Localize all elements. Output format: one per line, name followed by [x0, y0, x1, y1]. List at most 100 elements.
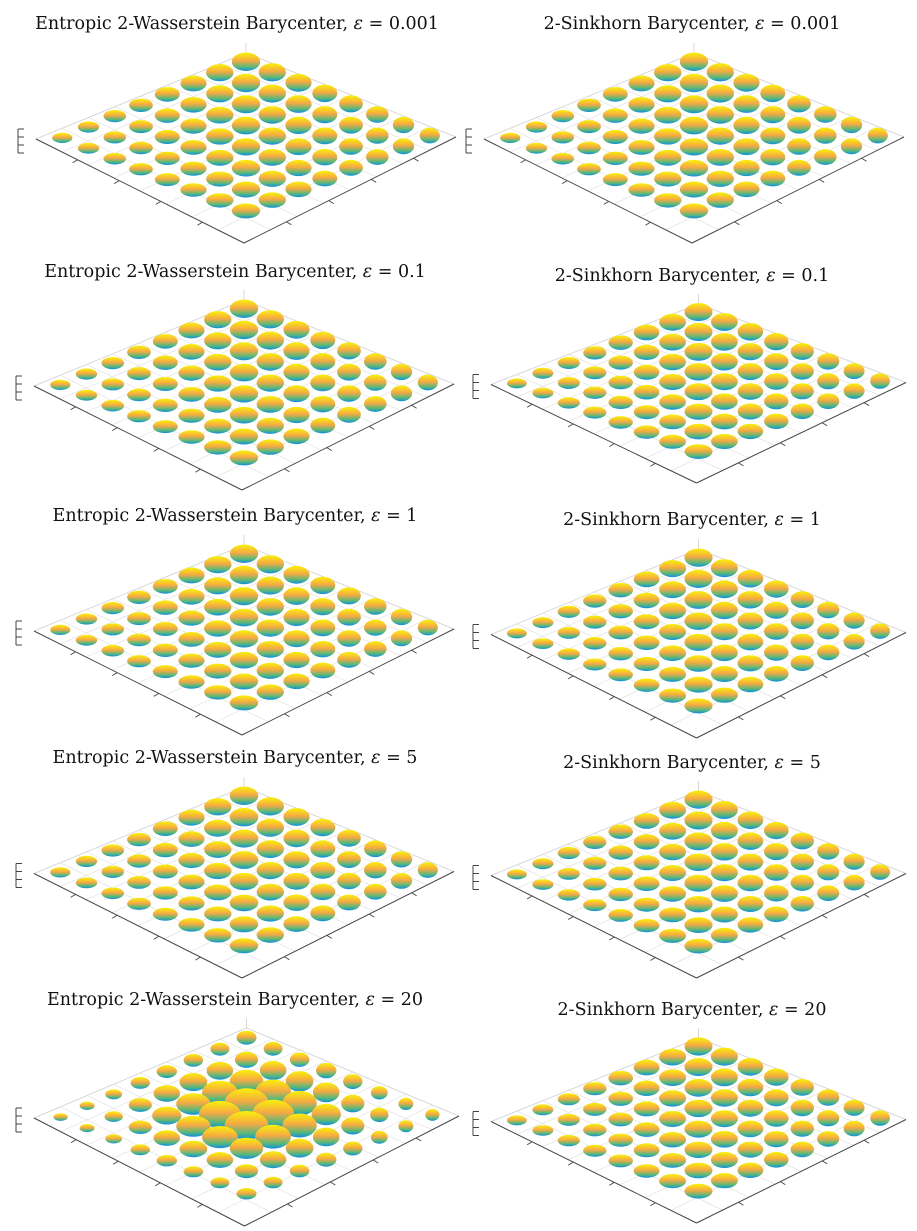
axis-tick	[609, 696, 615, 700]
ellipsoid-glyph	[178, 653, 205, 668]
ellipsoid-glyph	[255, 1124, 291, 1149]
ellipsoid-glyph	[101, 844, 125, 857]
ellipsoid-glyph	[310, 840, 336, 858]
ellipsoid-glyph	[206, 85, 234, 103]
ellipsoid-glyph	[710, 906, 738, 923]
ellipsoid-glyph	[659, 353, 686, 371]
ellipsoid-glyph	[370, 1130, 388, 1144]
ellipsoid-glyph	[283, 808, 310, 826]
ellipsoid-glyph	[790, 1141, 814, 1158]
ellipsoid-glyph	[370, 1107, 389, 1123]
ellipsoid-glyph	[684, 1120, 713, 1138]
ellipsoid-glyph	[283, 872, 310, 890]
ellipsoid-glyph	[583, 615, 607, 629]
ellipsoid-glyph	[154, 151, 180, 165]
ellipsoid-glyph	[128, 1098, 152, 1112]
axis-tick	[153, 448, 160, 452]
ellipsoid-glyph	[532, 387, 554, 399]
axis-tick	[111, 914, 118, 919]
ellipsoid-glyph	[764, 1131, 789, 1148]
ellipsoid-glyph	[127, 655, 151, 668]
ellipsoid-glyph	[204, 641, 232, 658]
ellipsoid-glyph	[337, 608, 361, 626]
epsilon-symbol: ε	[353, 14, 364, 34]
ellipsoid-glyph	[608, 668, 633, 682]
ellipsoid-glyph	[557, 846, 580, 860]
ellipsoid-glyph	[231, 138, 261, 156]
ellipsoid-glyph	[229, 786, 259, 805]
ellipsoid-glyph	[532, 367, 554, 379]
ellipsoid-glyph	[790, 343, 814, 360]
ellipsoid-glyph	[50, 867, 71, 878]
ellipsoid-glyph	[204, 906, 232, 922]
ellipsoid-glyph	[583, 1144, 607, 1157]
ellipsoid-glyph	[684, 811, 713, 830]
ellipsoid-glyph	[633, 592, 660, 609]
ellipsoid-glyph	[602, 87, 628, 102]
ellipsoid-glyph	[343, 1074, 363, 1090]
ellipsoid-glyph	[310, 905, 336, 922]
ellipsoid-glyph	[817, 393, 840, 410]
ellipsoid-glyph	[154, 173, 180, 187]
ellipsoid-glyph	[156, 1065, 177, 1078]
ellipsoid-glyph	[583, 346, 607, 360]
axis-tick	[70, 894, 76, 898]
ellipsoid-glyph	[285, 1138, 314, 1158]
ellipsoid-glyph	[231, 52, 261, 71]
ellipsoid-glyph	[764, 864, 789, 881]
ellipsoid-glyph	[764, 353, 789, 370]
ellipsoid-glyph	[256, 818, 284, 837]
axis-tick	[72, 159, 78, 164]
ellipsoid-glyph	[764, 333, 789, 351]
ellipsoid-glyph	[684, 832, 713, 851]
plot-axes	[15, 535, 455, 736]
epsilon-symbol: ε	[774, 510, 784, 530]
axis-tick	[113, 180, 120, 184]
chart-title: 2-Sinkhorn Barycenter, ε = 1	[563, 510, 821, 530]
ellipsoid-glyph	[210, 1042, 230, 1056]
ellipsoid-glyph	[711, 373, 738, 391]
ellipsoid-glyph	[633, 1164, 660, 1178]
ellipsoid-glyph	[790, 874, 814, 891]
epsilon-symbol: ε	[371, 748, 381, 768]
ellipsoid-glyph	[152, 355, 178, 370]
axis-tick	[195, 713, 201, 718]
ellipsoid-glyph	[659, 434, 686, 449]
ellipsoid-glyph	[557, 889, 580, 901]
epsilon-symbol: ε	[365, 990, 375, 1010]
plot-axes	[472, 294, 907, 484]
chart-title-prefix: 2-Sinkhorn Barycenter,	[543, 14, 756, 34]
ellipsoid-glyph	[204, 396, 232, 413]
ellipsoid-glyph	[737, 633, 764, 651]
ellipsoid-glyph	[283, 916, 310, 932]
epsilon-value: = 5	[783, 753, 821, 773]
ellipsoid-glyph	[337, 894, 361, 911]
ellipsoid-glyph	[557, 627, 580, 639]
ellipsoid-glyph	[77, 142, 100, 154]
ellipsoid-glyph	[659, 313, 686, 331]
ellipsoid-glyph	[659, 865, 687, 881]
ellipsoid-glyph	[154, 130, 180, 144]
ellipsoid-glyph	[256, 417, 284, 434]
ellipsoid-glyph	[659, 602, 687, 620]
axis-tick	[780, 695, 786, 700]
ellipsoid-glyph	[130, 1144, 150, 1156]
ellipsoid-glyph	[684, 383, 713, 401]
ellipsoid-glyph	[790, 612, 814, 630]
ellipsoid-glyph	[310, 662, 336, 679]
ellipsoid-glyph	[710, 1173, 738, 1189]
ellipsoid-glyph	[817, 885, 840, 901]
plot-axes	[472, 781, 907, 979]
ellipsoid-glyph	[256, 396, 284, 413]
ellipsoid-glyph	[628, 97, 655, 113]
ellipsoid-glyph	[628, 118, 655, 134]
ellipsoid-glyph	[154, 108, 180, 123]
ellipsoid-glyph	[283, 363, 310, 381]
ellipsoid-glyph	[602, 130, 628, 144]
ellipsoid-glyph	[737, 612, 764, 630]
chart-title: Entropic 2-Wasserstein Barycenter, ε = 2…	[47, 990, 423, 1010]
ellipsoid-glyph	[310, 598, 336, 616]
ellipsoid-glyph	[103, 131, 127, 144]
ellipsoid-glyph	[659, 624, 687, 640]
ellipsoid-glyph	[229, 651, 259, 669]
